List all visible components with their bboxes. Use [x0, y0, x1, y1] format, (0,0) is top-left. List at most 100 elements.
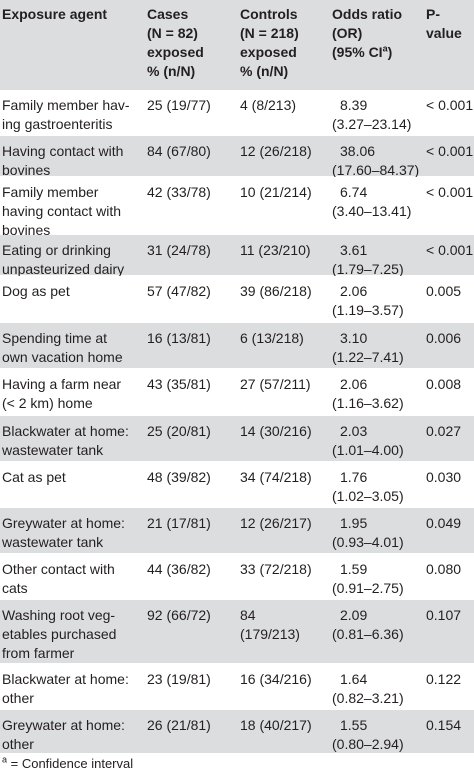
table-row: Blackwater at home: wastewater tank 25 (2…	[0, 416, 474, 462]
odds-ratio-value: 1.64	[340, 671, 368, 687]
controls-cell: 27 (57/211)	[240, 376, 311, 392]
controls-cell: 39 (86/218)	[240, 283, 312, 299]
p-value-cell: 0.027	[426, 423, 462, 439]
odds-ratio-cell: 1.55 (0.80–2.94)	[332, 716, 422, 754]
confidence-interval-value: (1.02–3.05)	[332, 488, 404, 504]
odds-ratio-cell: 2.06 (1.19–3.57)	[332, 282, 422, 320]
table-row: Other contact with cats 44 (36/82) 33 (72/…	[0, 554, 474, 600]
odds-ratio-cell: 1.64 (0.82–3.21)	[332, 670, 422, 708]
header-exposure-agent: Exposure agent	[2, 6, 108, 22]
table-row: Family member hav- ing gastroenteritis 25…	[0, 90, 474, 136]
odds-ratio-cell: 1.95 (0.93–4.01)	[332, 514, 422, 552]
exposure-table: Exposure agent Cases (N = 82) exposed % …	[0, 0, 474, 754]
controls-cell: 10 (21/214)	[240, 184, 312, 200]
cases-cell: 48 (39/82)	[147, 469, 211, 485]
odds-ratio-value: 2.03	[340, 423, 368, 439]
confidence-interval-value: (1.19–3.57)	[332, 302, 404, 318]
footnote-text: = Confidence interval	[7, 756, 134, 771]
cases-cell: 23 (19/81)	[147, 671, 211, 687]
controls-cell: 16 (34/216)	[240, 671, 312, 687]
confidence-interval-value: (0.81–6.36)	[332, 626, 404, 642]
odds-ratio-cell: 3.10 (1.22–7.41)	[332, 329, 422, 367]
p-value-cell: 0.030	[426, 469, 462, 485]
exposure-agent-cell: Cat as pet	[2, 469, 66, 485]
p-value-cell: < 0.001	[426, 184, 474, 200]
confidence-interval-value: (0.91–2.75)	[332, 580, 404, 596]
confidence-interval-value: (1.22–7.41)	[332, 349, 404, 365]
odds-ratio-value: 1.95	[340, 515, 368, 531]
exposure-agent-cell: Having contact with bovines	[2, 143, 124, 178]
cases-cell: 25 (19/77)	[147, 97, 211, 113]
exposure-agent-cell: Washing root veg- etables purchased from…	[2, 607, 117, 661]
p-value-cell: 0.008	[426, 376, 462, 392]
header-p-value: P- value	[426, 6, 462, 41]
odds-ratio-value: 3.10	[340, 330, 368, 346]
cases-cell: 44 (36/82)	[147, 561, 211, 577]
header-ci-footnote-marker: a	[382, 43, 388, 54]
confidence-interval-value: (3.27–23.14)	[332, 116, 412, 132]
controls-cell: 12 (26/218)	[240, 143, 312, 159]
table-row: Blackwater at home: other 23 (19/81) 16 (3…	[0, 664, 474, 710]
cases-cell: 43 (35/81)	[147, 376, 211, 392]
odds-ratio-value: 3.61	[340, 242, 368, 258]
controls-cell: 12 (26/217)	[240, 515, 312, 531]
controls-cell: 6 (13/218)	[240, 330, 304, 346]
controls-cell: 33 (72/218)	[240, 561, 312, 577]
confidence-interval-value: (1.01–4.00)	[332, 442, 404, 458]
table-row: Having contact with bovines 84 (67/80) 12 …	[0, 136, 474, 180]
controls-cell: 4 (8/213)	[240, 97, 297, 113]
confidence-interval-value: (0.80–2.94)	[332, 736, 404, 752]
p-value-cell: < 0.001	[426, 97, 474, 113]
header-odds-ratio-close: )	[387, 44, 393, 60]
odds-ratio-cell: 6.74 (3.40–13.41)	[332, 183, 422, 221]
p-value-cell: < 0.001	[426, 242, 474, 258]
odds-ratio-value: 8.39	[340, 97, 368, 113]
odds-ratio-value: 1.55	[340, 717, 368, 733]
controls-cell: 34 (74/218)	[240, 469, 312, 485]
header-cases: Cases (N = 82) exposed % (n/N)	[147, 6, 204, 79]
header-odds-ratio-text: Odds ratio (OR) (95% CI	[332, 6, 403, 60]
odds-ratio-value: 2.06	[340, 283, 368, 299]
footnote: a = Confidence interval	[2, 755, 133, 773]
controls-cell: 11 (23/210)	[240, 242, 311, 258]
odds-ratio-cell: 1.76 (1.02–3.05)	[332, 468, 422, 506]
controls-cell: 14 (30/216)	[240, 423, 312, 439]
confidence-interval-value: (0.93–4.01)	[332, 534, 404, 550]
table-row: Having a farm near (< 2 km) home 43 (35/8…	[0, 369, 474, 416]
controls-cell: 84 (179/213)	[240, 607, 300, 642]
cases-cell: 21 (17/81)	[147, 515, 211, 531]
exposure-agent-cell: Blackwater at home: other	[2, 671, 129, 706]
exposure-agent-cell: Blackwater at home: wastewater tank	[2, 423, 129, 458]
odds-ratio-cell: 38.06 (17.60–84.37)	[332, 142, 422, 180]
odds-ratio-cell: 8.39 (3.27–23.14)	[332, 96, 422, 134]
controls-cell: 18 (40/217)	[240, 717, 312, 733]
cases-cell: 42 (33/78)	[147, 184, 211, 200]
p-value-cell: 0.049	[426, 515, 462, 531]
odds-ratio-value: 2.06	[340, 376, 368, 392]
p-value-cell: 0.107	[426, 607, 462, 623]
confidence-interval-value: (1.16–3.62)	[332, 395, 404, 411]
table-body: Family member hav- ing gastroenteritis 25…	[0, 90, 474, 754]
p-value-cell: 0.122	[426, 671, 462, 687]
exposure-agent-cell: Dog as pet	[2, 283, 70, 299]
table-row: Greywater at home: other 26 (21/81) 18 (40…	[0, 710, 474, 754]
odds-ratio-value: 1.59	[340, 561, 368, 577]
table-row: Greywater at home: wastewater tank 21 (17…	[0, 508, 474, 554]
cases-cell: 57 (47/82)	[147, 283, 211, 299]
exposure-agent-cell: Having a farm near (< 2 km) home	[2, 376, 122, 411]
table-row: Washing root veg- etables purchased from…	[0, 600, 474, 664]
cases-cell: 25 (20/81)	[147, 423, 211, 439]
odds-ratio-cell: 3.61 (1.79–7.25)	[332, 241, 422, 279]
odds-ratio-value: 2.09	[340, 607, 368, 623]
exposure-agent-cell: Family member hav- ing gastroenteritis	[2, 97, 130, 132]
confidence-interval-value: (17.60–84.37)	[332, 162, 420, 178]
odds-ratio-cell: 1.59 (0.91–2.75)	[332, 560, 422, 598]
p-value-cell: 0.080	[426, 561, 462, 577]
cases-cell: 84 (67/80)	[147, 143, 211, 159]
confidence-interval-value: (1.79–7.25)	[332, 261, 404, 277]
p-value-cell: < 0.001	[426, 143, 474, 159]
odds-ratio-cell: 2.06 (1.16–3.62)	[332, 375, 422, 413]
header-odds-ratio: Odds ratio (OR) (95% CIa)	[332, 5, 402, 62]
table-row: Cat as pet 48 (39/82) 34 (74/218) 1.76 (1.02…	[0, 462, 474, 508]
odds-ratio-cell: 2.09 (0.81–6.36)	[332, 606, 422, 644]
